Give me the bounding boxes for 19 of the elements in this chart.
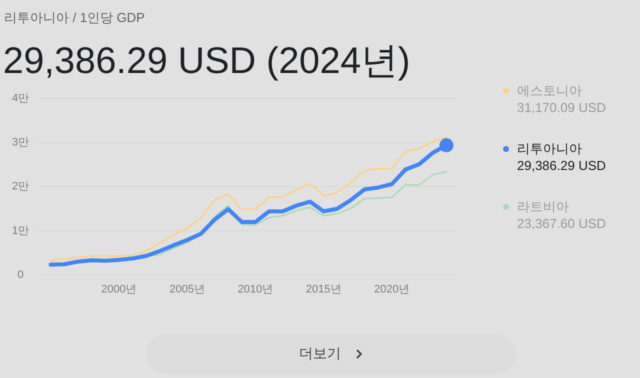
x-tick-label: 2015년: [306, 283, 342, 296]
x-tick-label: 2010년: [238, 283, 274, 296]
chart-title: 29,386.29 USD (2024년): [3, 39, 410, 83]
text: 29,386.29 USD: [517, 157, 606, 174]
legend-label: 에스토니아: [517, 82, 582, 99]
y-tick-label: 4만: [12, 92, 30, 105]
y-tick-label: 0: [17, 268, 24, 281]
x-tick-label: 2020년: [374, 283, 410, 296]
y-tick-label: 1만: [12, 224, 30, 237]
legend-label: 라트비아: [517, 198, 569, 215]
legend-label: 리투아니아: [517, 140, 582, 157]
y-tick-label: 2만: [12, 180, 30, 193]
y-tick-label: 3만: [12, 136, 30, 149]
text: 23,367.60 USD: [517, 215, 606, 232]
x-tick-label: 2005년: [169, 283, 205, 296]
text: 31,170.09 USD: [517, 99, 606, 116]
text: 더보기: [299, 345, 341, 363]
chart-subtitle: 리투아니아 / 1인당 GDP: [4, 9, 145, 27]
x-tick-label: 2000년: [101, 283, 137, 296]
